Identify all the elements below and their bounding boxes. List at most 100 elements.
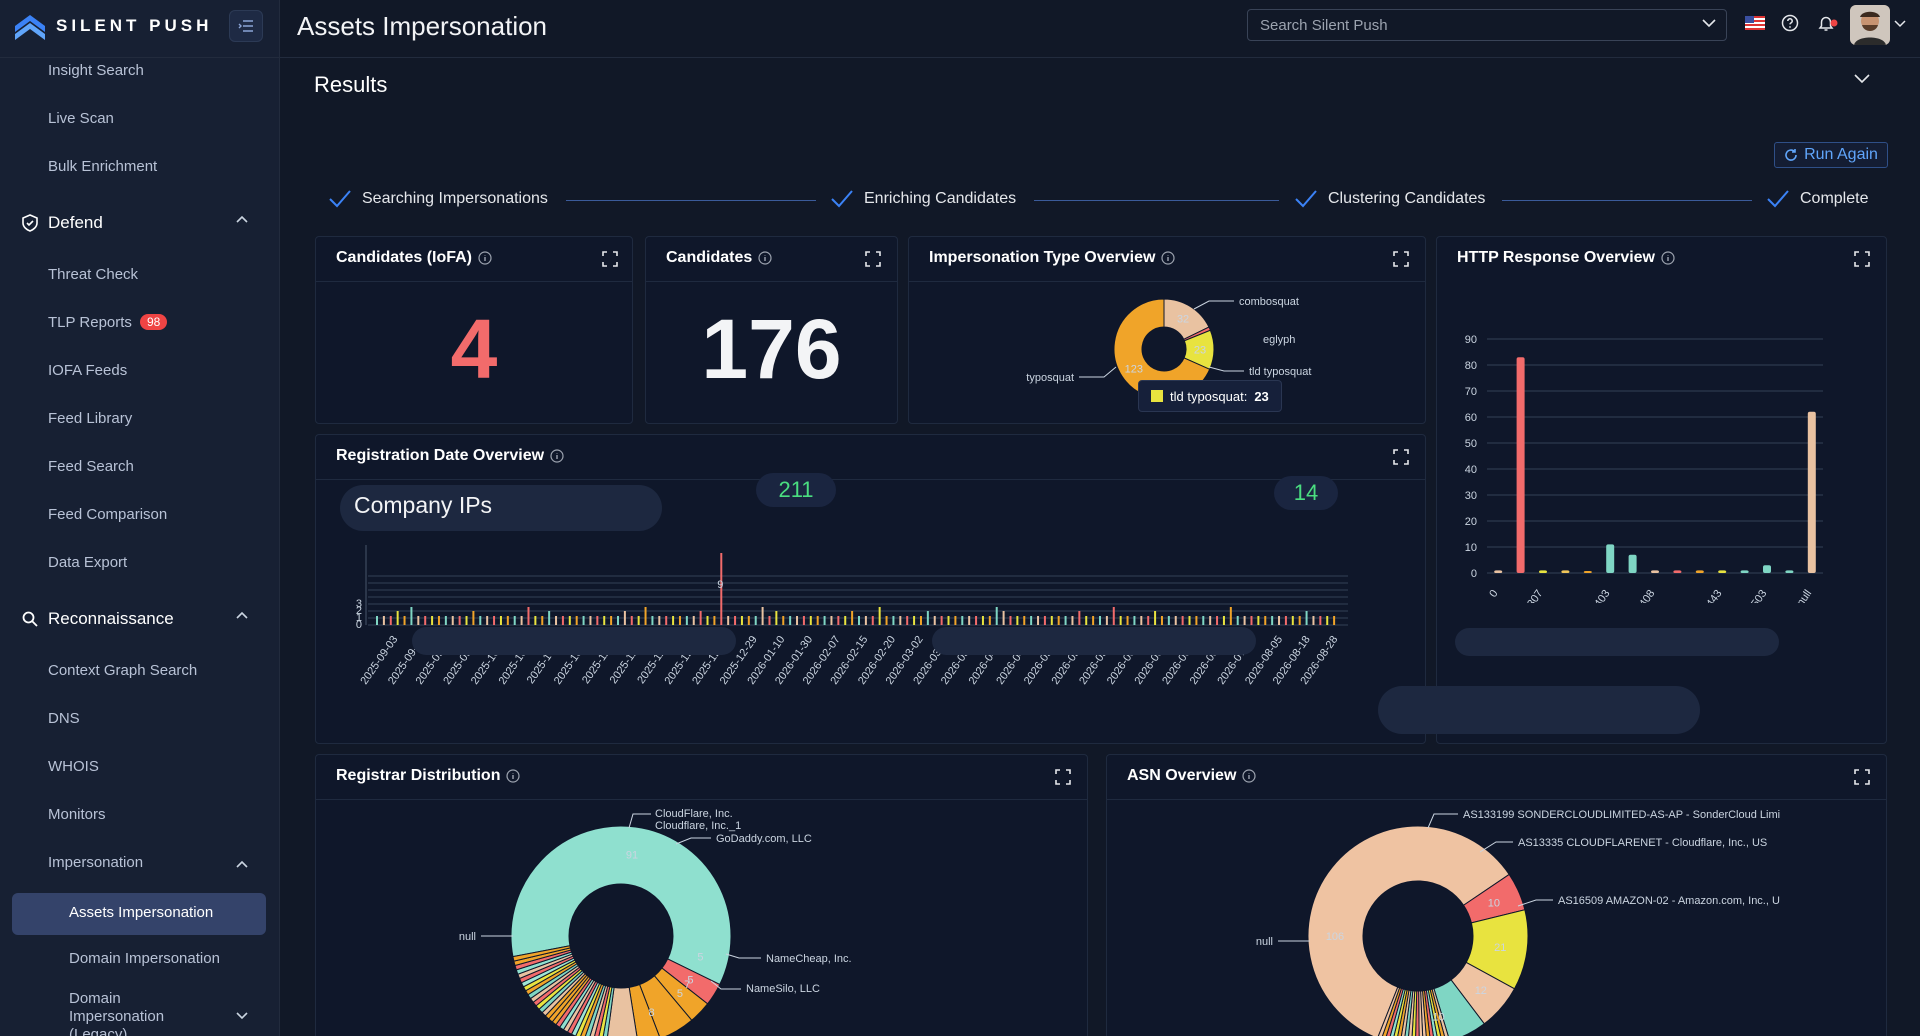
card-title: Registration Date Overview	[336, 447, 564, 465]
chart-scrollbar[interactable]	[932, 627, 1256, 655]
sidebar-item-domain-impersonation[interactable]: Domain Impersonation	[69, 950, 220, 967]
chevron-down-icon[interactable]	[1894, 20, 1906, 28]
chart-scrollbar[interactable]	[412, 627, 736, 655]
bar	[1494, 570, 1503, 573]
card-title-text: HTTP Response Overview	[1457, 249, 1655, 266]
bar	[961, 616, 964, 625]
bar	[1092, 616, 1095, 625]
sidebar-item-live-scan[interactable]: Live Scan	[48, 110, 114, 127]
chevron-down-icon[interactable]	[1854, 74, 1870, 84]
sidebar-item-domain-impersonation-legacy[interactable]: Domain Impersonation (Legacy)	[69, 990, 165, 1036]
bar	[1181, 616, 1184, 625]
sidebar-item-dns[interactable]: DNS	[48, 710, 80, 727]
bar	[1229, 607, 1232, 625]
slice-value-label: 5	[697, 951, 703, 963]
expand-icon[interactable]	[865, 251, 881, 267]
expand-icon[interactable]	[602, 251, 618, 267]
chevron-up-icon	[236, 611, 248, 619]
info-icon[interactable]	[1242, 769, 1256, 783]
info-icon[interactable]	[1661, 251, 1675, 265]
sidebar-item-insight-search[interactable]: Insight Search	[48, 62, 144, 79]
run-again-button[interactable]: Run Again	[1774, 142, 1888, 168]
sidebar-item-context-graph-search[interactable]: Context Graph Search	[48, 662, 198, 679]
help-icon[interactable]	[1781, 14, 1799, 32]
bar	[1250, 616, 1253, 625]
sidebar-section-reconnaissance[interactable]: Reconnaissance	[22, 609, 248, 629]
notification-bell-icon[interactable]	[1817, 14, 1839, 32]
sidebar-item-feed-comparison[interactable]: Feed Comparison	[48, 506, 168, 523]
sidebar-item-tlp-reports[interactable]: TLP Reports 98	[48, 314, 168, 331]
slice-value-label: 5	[687, 975, 693, 987]
sidebar-item-feed-library[interactable]: Feed Library	[48, 410, 133, 427]
bar	[1009, 616, 1012, 625]
x-tick-label: 403	[1592, 588, 1612, 603]
slice-category-label: NameSilo, LLC	[746, 983, 820, 995]
slice-category-label: null	[1256, 936, 1273, 948]
slice-value-label: 10	[1433, 1011, 1445, 1023]
menu-collapse-icon	[238, 20, 253, 32]
info-icon[interactable]	[478, 251, 492, 265]
avatar[interactable]	[1850, 5, 1890, 45]
x-tick-label: 0	[1487, 588, 1500, 600]
bar	[878, 607, 881, 625]
sidebar-toggle-button[interactable]	[229, 10, 263, 42]
bar	[1050, 616, 1053, 625]
bar	[617, 616, 619, 625]
chevron-down-icon[interactable]	[1702, 18, 1716, 28]
y-tick-label: 80	[1465, 360, 1477, 372]
tooltip-value: 23	[1254, 388, 1269, 404]
us-flag-icon[interactable]	[1745, 16, 1765, 30]
bar	[1112, 607, 1115, 625]
expand-icon[interactable]	[1854, 769, 1870, 785]
asn-donut-chart: 106 10 21 12 10 null AS133199 SONDERCLOUDLIMIT…	[1256, 809, 1780, 1036]
sidebar-item-data-export[interactable]: Data Export	[48, 554, 128, 571]
expand-icon[interactable]	[1055, 769, 1071, 785]
company-ips-chip[interactable]: Company IPs	[340, 485, 662, 531]
bar	[947, 616, 950, 625]
bar	[589, 616, 592, 625]
floating-overlay-pill[interactable]	[1378, 686, 1700, 734]
sidebar-item-impersonation[interactable]: Impersonation	[48, 854, 144, 871]
bar	[458, 616, 461, 625]
expand-icon[interactable]	[1393, 251, 1409, 267]
x-tick-label: 503	[1749, 588, 1769, 603]
expand-icon[interactable]	[1393, 449, 1409, 465]
info-icon[interactable]	[1161, 251, 1176, 265]
info-icon[interactable]	[550, 449, 564, 463]
leader-line	[1208, 366, 1244, 372]
step-complete: Complete	[1766, 189, 1868, 209]
sidebar-item-bulk-enrichment[interactable]: Bulk Enrichment	[48, 158, 158, 175]
section-label: Reconnaissance	[48, 609, 174, 628]
bar	[1078, 611, 1081, 625]
impersonation-type-donut-chart: 32 23 123 combosquat tld typosquat typosquat e…	[1026, 296, 1311, 400]
info-icon[interactable]	[758, 251, 772, 265]
bar	[582, 616, 585, 625]
sidebar-item-threat-check[interactable]: Threat Check	[48, 266, 139, 283]
info-icon[interactable]	[506, 769, 521, 783]
x-tick-label: null	[1795, 588, 1815, 603]
bar	[396, 611, 399, 625]
chart-scrollbar[interactable]	[1455, 628, 1779, 656]
bar	[548, 611, 551, 625]
slice-category-label: AS133199 SONDERCLOUDLIMITED-AS-AP - Sond…	[1463, 809, 1780, 821]
expand-icon[interactable]	[1854, 251, 1870, 267]
bar	[1174, 616, 1177, 625]
search-input[interactable]: Search Silent Push	[1247, 9, 1727, 41]
sidebar-item-iofa-feeds[interactable]: IOFA Feeds	[48, 362, 128, 379]
slice-value-label: 106	[1326, 931, 1344, 943]
bar	[720, 553, 723, 625]
bar	[1140, 616, 1143, 625]
chevron-up-icon[interactable]	[236, 860, 248, 868]
bar	[1002, 611, 1005, 625]
bar	[1126, 616, 1129, 625]
chevron-down-icon[interactable]	[236, 1012, 248, 1020]
sidebar-item-assets-impersonation[interactable]: Assets Impersonation	[69, 904, 214, 921]
results-title: Results	[314, 72, 388, 97]
bar	[1202, 616, 1205, 625]
bar	[431, 616, 434, 625]
sidebar-item-monitors[interactable]: Monitors	[48, 806, 106, 823]
sidebar-section-defend[interactable]: Defend	[22, 213, 248, 233]
sidebar-item-feed-search[interactable]: Feed Search	[48, 458, 134, 475]
sidebar-item-whois[interactable]: WHOIS	[48, 758, 99, 775]
